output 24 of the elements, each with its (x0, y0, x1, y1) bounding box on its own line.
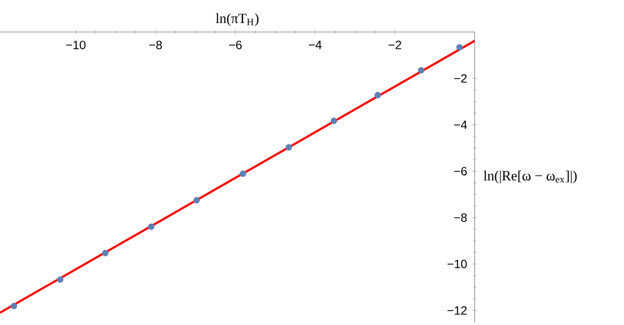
point (193, 197, 200, 204)
y-tick-label: −8 (454, 213, 467, 222)
y-tick-label: −12 (448, 306, 467, 315)
x-tick-label: −10 (66, 40, 86, 50)
point (286, 144, 292, 151)
x-tick-label: −8 (149, 40, 162, 50)
point (418, 67, 424, 74)
point (10, 302, 18, 310)
point (57, 276, 64, 283)
point (374, 92, 381, 98)
y-tick-label: −10 (448, 260, 467, 268)
y-tick-label: −6 (454, 166, 467, 176)
y-tick-label: −2 (454, 74, 467, 83)
x-tick-label: −2 (388, 40, 402, 50)
point (148, 223, 154, 230)
x-tick-label: −4 (308, 40, 322, 49)
point (240, 170, 246, 177)
x-tick-label: −6 (229, 40, 242, 50)
point (102, 250, 109, 256)
point (330, 118, 338, 124)
x-axis-title: ln(πT$_{H}$) (216, 13, 258, 26)
y-tick-label: −4 (454, 120, 467, 129)
y-axis-title: ln(|Re[ω − ω$_{ex}$]|) (484, 170, 577, 184)
point (456, 44, 463, 51)
